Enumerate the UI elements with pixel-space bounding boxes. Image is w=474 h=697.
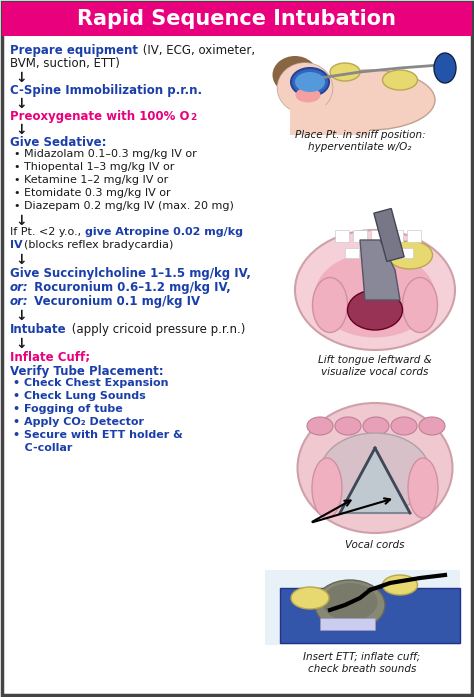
- Ellipse shape: [273, 56, 318, 94]
- Ellipse shape: [295, 88, 320, 102]
- Ellipse shape: [305, 70, 435, 130]
- Ellipse shape: [383, 575, 418, 595]
- Text: • Apply CO₂ Detector: • Apply CO₂ Detector: [13, 417, 144, 427]
- Ellipse shape: [408, 458, 438, 518]
- Ellipse shape: [402, 277, 438, 332]
- Bar: [389, 230, 403, 242]
- Polygon shape: [340, 448, 410, 513]
- Text: Give Sedative:: Give Sedative:: [10, 136, 107, 149]
- Ellipse shape: [388, 241, 432, 269]
- Bar: [407, 230, 421, 242]
- Text: Rocuronium 0.6–1.2 mg/kg IV,: Rocuronium 0.6–1.2 mg/kg IV,: [29, 281, 230, 294]
- Text: • Fogging of tube: • Fogging of tube: [13, 404, 123, 414]
- Ellipse shape: [330, 63, 360, 81]
- Ellipse shape: [291, 68, 329, 96]
- Bar: [381, 248, 395, 258]
- Text: (IV, ECG, oximeter,: (IV, ECG, oximeter,: [139, 44, 255, 57]
- Text: • Thiopental 1–3 mg/kg IV or: • Thiopental 1–3 mg/kg IV or: [14, 162, 174, 172]
- Text: IV: IV: [10, 240, 23, 250]
- Polygon shape: [360, 240, 400, 300]
- Bar: [374, 208, 404, 261]
- Ellipse shape: [307, 417, 333, 435]
- Bar: [290, 105, 370, 135]
- Text: Verify Tube Placement:: Verify Tube Placement:: [10, 365, 164, 378]
- Text: • Midazolam 0.1–0.3 mg/kg IV or: • Midazolam 0.1–0.3 mg/kg IV or: [14, 149, 197, 159]
- Ellipse shape: [291, 587, 329, 609]
- Bar: [335, 230, 349, 242]
- Text: Rapid Sequence Intubation: Rapid Sequence Intubation: [78, 9, 396, 29]
- Bar: [2, 2, 472, 36]
- Text: • Ketamine 1–2 mg/kg IV or: • Ketamine 1–2 mg/kg IV or: [14, 175, 168, 185]
- Ellipse shape: [277, 63, 332, 113]
- Text: ↓: ↓: [15, 97, 27, 111]
- Text: (apply cricoid pressure p.r.n.): (apply cricoid pressure p.r.n.): [68, 323, 245, 336]
- Text: Insert ETT; inflate cuff;
check breath sounds: Insert ETT; inflate cuff; check breath s…: [303, 652, 420, 673]
- Text: BVM, suction, ETT): BVM, suction, ETT): [10, 57, 120, 70]
- Ellipse shape: [312, 458, 342, 518]
- Text: Give Succinylcholine 1–1.5 mg/kg IV,: Give Succinylcholine 1–1.5 mg/kg IV,: [10, 267, 251, 280]
- Ellipse shape: [315, 252, 435, 337]
- Ellipse shape: [315, 580, 385, 630]
- Bar: [320, 618, 375, 630]
- Text: ↓: ↓: [15, 337, 27, 351]
- Text: or:: or:: [10, 281, 28, 294]
- Ellipse shape: [322, 583, 377, 621]
- Text: ↓: ↓: [15, 71, 27, 85]
- Ellipse shape: [419, 417, 445, 435]
- Ellipse shape: [295, 230, 455, 350]
- Bar: [363, 248, 377, 258]
- Text: Lift tongue leftward &
visualize vocal cords: Lift tongue leftward & visualize vocal c…: [318, 355, 432, 376]
- Ellipse shape: [312, 277, 347, 332]
- Text: • Diazepam 0.2 mg/kg IV (max. 20 mg): • Diazepam 0.2 mg/kg IV (max. 20 mg): [14, 201, 234, 211]
- Text: • Etomidate 0.3 mg/kg IV or: • Etomidate 0.3 mg/kg IV or: [14, 188, 171, 198]
- Text: Intubate: Intubate: [10, 323, 67, 336]
- Ellipse shape: [363, 417, 389, 435]
- Ellipse shape: [383, 70, 418, 90]
- Text: ↓: ↓: [15, 214, 27, 228]
- Bar: [265, 570, 460, 645]
- Text: Vecuronium 0.1 mg/kg IV: Vecuronium 0.1 mg/kg IV: [29, 295, 200, 308]
- Text: • Check Chest Expansion: • Check Chest Expansion: [13, 378, 168, 388]
- Text: • Secure with ETT holder &: • Secure with ETT holder &: [13, 430, 183, 440]
- Text: Prepare equipment: Prepare equipment: [10, 44, 138, 57]
- Text: Vocal cords: Vocal cords: [345, 540, 405, 550]
- Ellipse shape: [295, 72, 325, 92]
- Ellipse shape: [320, 433, 430, 513]
- Text: or:: or:: [10, 295, 28, 308]
- Text: Preoxygenate with 100% O: Preoxygenate with 100% O: [10, 110, 190, 123]
- Bar: [399, 248, 413, 258]
- Text: 2: 2: [190, 113, 196, 122]
- Text: ↓: ↓: [15, 309, 27, 323]
- Text: (blocks reflex bradycardia): (blocks reflex bradycardia): [24, 240, 173, 250]
- Text: If Pt. <2 y.o.,: If Pt. <2 y.o.,: [10, 227, 85, 237]
- Text: give Atropine 0.02 mg/kg: give Atropine 0.02 mg/kg: [85, 227, 243, 237]
- Bar: [353, 230, 367, 242]
- Text: Place Pt. in sniff position:
hyperventilate w/O₂: Place Pt. in sniff position: hyperventil…: [295, 130, 425, 152]
- Ellipse shape: [335, 417, 361, 435]
- Text: Inflate Cuff;: Inflate Cuff;: [10, 351, 90, 364]
- Ellipse shape: [434, 53, 456, 83]
- Bar: [280, 588, 460, 643]
- Ellipse shape: [298, 403, 453, 533]
- Bar: [345, 248, 359, 258]
- Text: ↓: ↓: [15, 123, 27, 137]
- Text: C-collar: C-collar: [13, 443, 73, 453]
- Ellipse shape: [347, 290, 402, 330]
- Text: C-Spine Immobilization p.r.n.: C-Spine Immobilization p.r.n.: [10, 84, 202, 97]
- Bar: [371, 230, 385, 242]
- Text: • Check Lung Sounds: • Check Lung Sounds: [13, 391, 146, 401]
- Ellipse shape: [391, 417, 417, 435]
- Ellipse shape: [277, 63, 332, 113]
- Text: ↓: ↓: [15, 253, 27, 267]
